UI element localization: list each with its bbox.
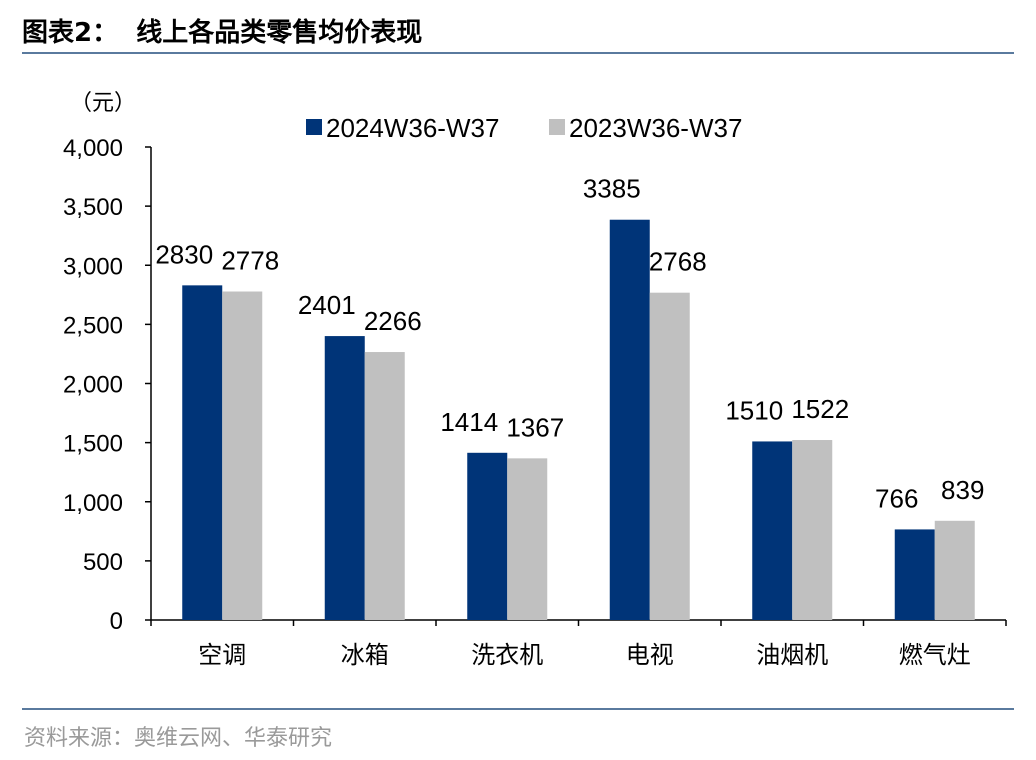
bar-value-label: 1522 [791, 394, 849, 424]
x-category-label: 冰箱 [341, 641, 389, 669]
bar-value-label: 2401 [298, 290, 356, 320]
y-tick-label: 2,500 [63, 312, 123, 339]
x-category-label: 油烟机 [756, 641, 828, 669]
y-tick-label: 4,000 [63, 135, 123, 162]
source-rule [22, 708, 1014, 710]
bar-value-label: 2830 [155, 239, 213, 269]
bar-2024 [609, 219, 650, 620]
x-category-label: 电视 [626, 641, 674, 669]
bar-2023 [222, 291, 263, 620]
legend-swatch [549, 119, 565, 135]
y-tick-label: 3,500 [63, 194, 123, 221]
bar-2024 [324, 336, 365, 620]
legend-swatch [306, 119, 322, 135]
source-note: 资料来源：奥维云网、华泰研究 [24, 726, 333, 751]
bar-2023 [792, 440, 833, 620]
figure-title: 图表2： 线上各品类零售均价表现 [22, 18, 423, 48]
legend-label: 2023W36-W37 [569, 113, 742, 143]
bar-2023 [507, 458, 548, 620]
bar-2024 [752, 441, 793, 620]
bar-2023 [364, 352, 405, 620]
y-tick-label: 0 [110, 608, 123, 635]
bar-value-label: 1414 [440, 407, 498, 437]
x-category-label: 燃气灶 [899, 641, 971, 669]
y-tick-label: 500 [83, 549, 123, 576]
y-tick-label: 3,000 [63, 253, 123, 280]
axis-layer: 0 500 1,000 1,500 2,000 2,500 3,000 3,500 4,000 （… [63, 91, 1007, 669]
bar-value-label: 2768 [649, 247, 707, 277]
bar-value-label: 2778 [221, 246, 279, 276]
bars-layer [182, 219, 975, 620]
bar-value-label: 1367 [506, 412, 564, 442]
bar-value-label: 1510 [725, 395, 783, 425]
bar-value-label: 2266 [364, 306, 422, 336]
bar-value-label: 766 [875, 483, 918, 513]
legend: 2024W36-W37 2023W36-W37 [306, 113, 742, 143]
bar-2024 [467, 452, 508, 620]
bar-2023 [649, 292, 690, 620]
y-tick-label: 1,500 [63, 431, 123, 458]
y-tick-label: 2,000 [63, 372, 123, 399]
bar-value-label: 3385 [583, 174, 641, 204]
title-rule [22, 52, 1014, 54]
bar-2024 [894, 529, 935, 620]
bar-value-label: 839 [941, 475, 984, 505]
y-unit-label: （元） [70, 91, 136, 116]
x-category-label: 空调 [198, 641, 246, 669]
bar-2023 [934, 520, 975, 620]
labels-layer: 2830 2401 1414 3385 1510 766 2778 2266 1367 2768 1… [155, 174, 984, 514]
y-tick-label: 1,000 [63, 490, 123, 517]
legend-label: 2024W36-W37 [326, 113, 499, 143]
bar-2024 [182, 285, 223, 620]
x-category-label: 洗衣机 [471, 641, 543, 669]
